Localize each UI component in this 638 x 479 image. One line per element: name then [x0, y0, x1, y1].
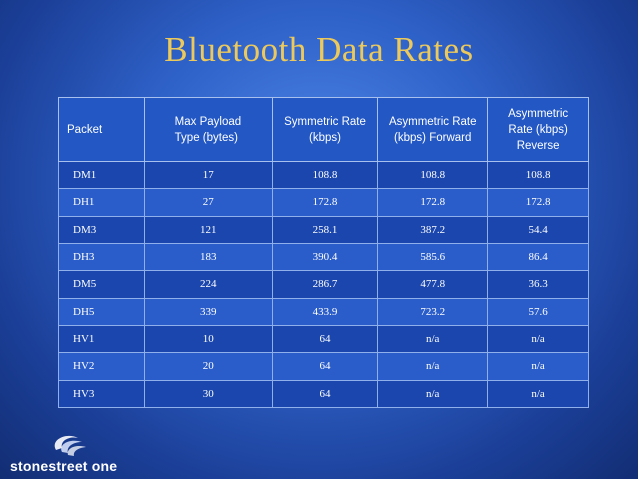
table-cell: HV3 [58, 379, 145, 409]
data-rates-table: Packet Max Payload Type (bytes) Symmetri… [58, 97, 589, 409]
table-cell: 54.4 [487, 215, 589, 244]
table-cell: DH5 [58, 297, 145, 326]
table-cell: 64 [271, 379, 379, 409]
table-cell: 30 [143, 379, 273, 409]
table-header-row: Packet Max Payload Type (bytes) Symmetri… [58, 97, 589, 162]
table-cell: 36.3 [487, 270, 589, 299]
table-row: DM1 17 108.8 108.8 108.8 [58, 160, 589, 190]
table-row: DH3 183 390.4 585.6 86.4 [58, 242, 589, 272]
table-cell: 387.2 [377, 215, 489, 244]
table-row: HV2 20 64 n/a n/a [58, 352, 589, 381]
table-cell: 64 [271, 324, 379, 354]
table-cell: 172.8 [487, 188, 589, 217]
table-row: HV1 10 64 n/a n/a [58, 324, 589, 354]
table-row: HV3 30 64 n/a n/a [58, 379, 589, 409]
table-row: DH1 27 172.8 172.8 172.8 [58, 188, 589, 217]
header-max-payload-label: Max Payload Type (bytes) [174, 115, 242, 144]
company-logo: stonestreet one [10, 430, 150, 475]
slide-title: Bluetooth Data Rates [164, 30, 474, 69]
table-cell: n/a [487, 379, 589, 409]
table-cell: 10 [143, 324, 273, 354]
table-cell: 477.8 [377, 270, 489, 299]
table-cell: 585.6 [377, 242, 489, 272]
header-asymmetric-reverse: Asymmetric Rate (kbps) Reverse [487, 97, 589, 162]
logo-text: stonestreet one [10, 458, 118, 474]
table-cell: 172.8 [271, 188, 379, 217]
table-row: DH5 339 433.9 723.2 57.6 [58, 297, 589, 326]
swirl-logo-icon [54, 435, 86, 456]
table-cell: DH3 [58, 242, 145, 272]
table-cell: 86.4 [487, 242, 589, 272]
table-cell: n/a [487, 324, 589, 354]
table-cell: 433.9 [271, 297, 379, 326]
header-symmetric-rate: Symmetric Rate (kbps) [271, 97, 379, 162]
table-cell: n/a [377, 352, 489, 381]
header-symmetric-rate-label: Symmetric Rate (kbps) [284, 115, 366, 144]
table-cell: 258.1 [271, 215, 379, 244]
table-row: DM5 224 286.7 477.8 36.3 [58, 270, 589, 299]
table-cell: 17 [143, 160, 273, 190]
table-cell: 108.8 [271, 160, 379, 190]
table-cell: 286.7 [271, 270, 379, 299]
table-cell: 20 [143, 352, 273, 381]
table-cell: DM3 [58, 215, 145, 244]
header-max-payload: Max Payload Type (bytes) [143, 97, 273, 162]
table-cell: 108.8 [377, 160, 489, 190]
table-cell: 57.6 [487, 297, 589, 326]
table-body: DM1 17 108.8 108.8 108.8 DH1 27 172.8 172.8 172.8… [58, 160, 589, 409]
header-asymmetric-forward: Asymmetric Rate (kbps) Forward [377, 97, 489, 162]
table-cell: 390.4 [271, 242, 379, 272]
table-cell: 723.2 [377, 297, 489, 326]
table-cell: 27 [143, 188, 273, 217]
header-packet-label: Packet [67, 123, 103, 136]
table-cell: n/a [487, 352, 589, 381]
table-cell: 339 [143, 297, 273, 326]
header-asymmetric-forward-label: Asymmetric Rate (kbps) Forward [388, 115, 477, 144]
table-cell: 172.8 [377, 188, 489, 217]
table-cell: 121 [143, 215, 273, 244]
table-cell: DM1 [58, 160, 145, 190]
table-cell: n/a [377, 379, 489, 409]
data-rates-table-container: Packet Max Payload Type (bytes) Symmetri… [58, 97, 589, 409]
table-cell: n/a [377, 324, 489, 354]
table-cell: DH1 [58, 188, 145, 217]
table-cell: 224 [143, 270, 273, 299]
table-cell: 108.8 [487, 160, 589, 190]
table-row: DM3 121 258.1 387.2 54.4 [58, 215, 589, 244]
table-cell: DM5 [58, 270, 145, 299]
table-cell: 183 [143, 242, 273, 272]
header-asymmetric-reverse-label: Asymmetric Rate (kbps) Reverse [508, 107, 569, 152]
header-packet: Packet [58, 97, 145, 162]
table-cell: HV1 [58, 324, 145, 354]
table-cell: 64 [271, 352, 379, 381]
table-cell: HV2 [58, 352, 145, 381]
